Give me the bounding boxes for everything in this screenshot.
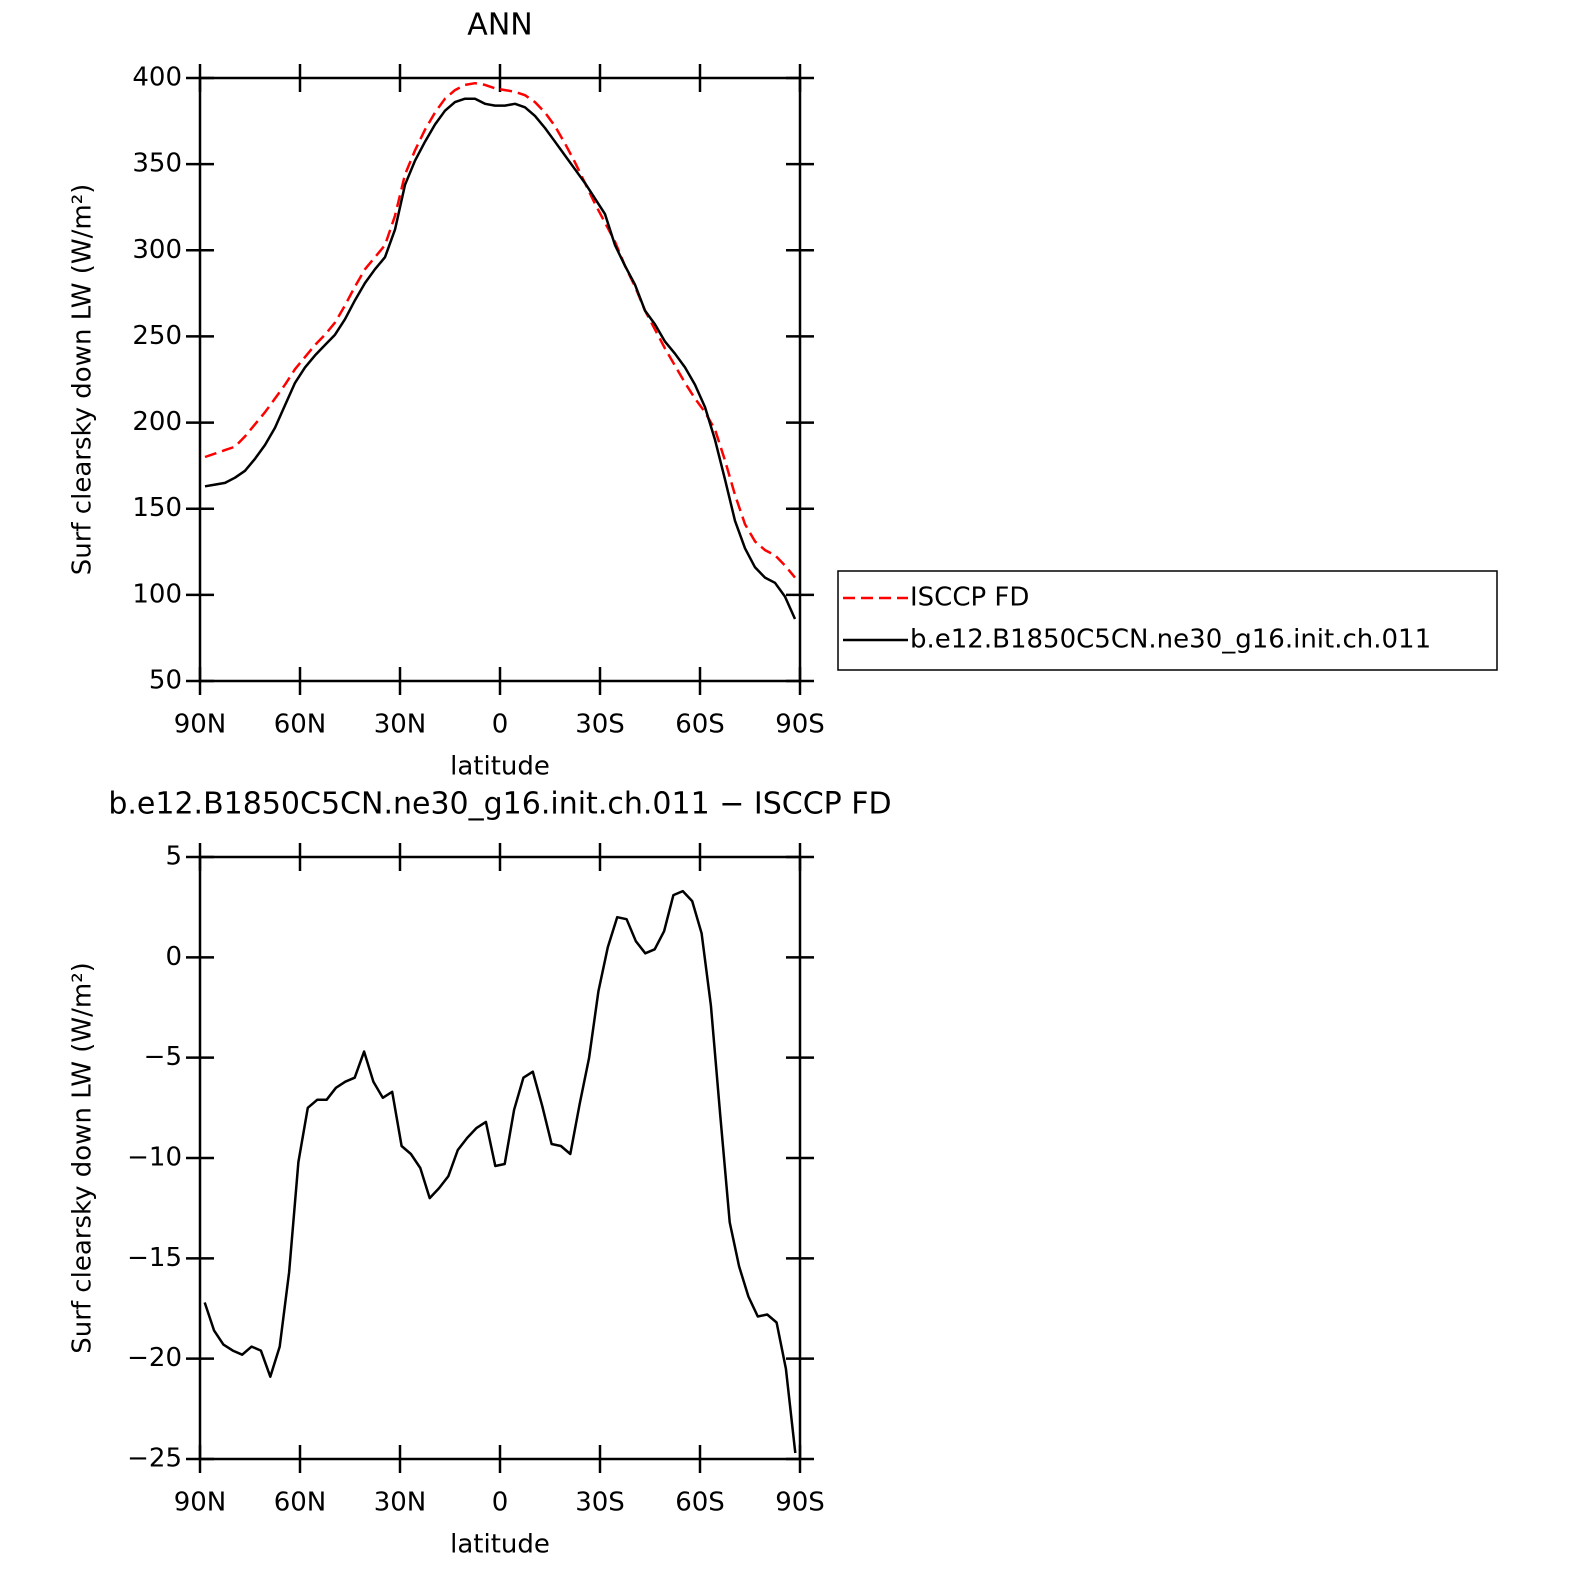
y-tick-label: −25 [127,1444,182,1474]
x-tick-label: 90S [775,710,825,740]
plot-frame [198,855,802,1461]
y-tick-label: 250 [132,321,182,351]
x-axis-label: latitude [450,752,550,782]
y-axis-label: Surf clearsky down LW (W/m²) [68,184,98,576]
x-tick-label: 30S [575,1488,625,1518]
y-tick-label: 50 [149,666,182,696]
x-tick-label: 30N [374,710,427,740]
y-axis-label: Surf clearsky down LW (W/m²) [68,962,98,1354]
plot-frame [198,76,802,683]
x-tick-label: 30N [374,1488,427,1518]
y-tick-label: 150 [132,493,182,523]
y-tick-label: −10 [127,1143,182,1173]
x-tick-label: 0 [492,710,509,740]
y-tick-label: 100 [132,579,182,609]
x-axis-label: latitude [450,1530,550,1560]
y-tick-label: 350 [132,149,182,179]
y-tick-label: 5 [165,842,182,872]
x-tick-label: 60S [675,1488,725,1518]
x-tick-label: 90S [775,1488,825,1518]
y-tick-label: −15 [127,1243,182,1273]
y-tick-label: −5 [144,1042,182,1072]
x-tick-label: 60N [274,1488,327,1518]
y-tick-label: 0 [165,942,182,972]
x-tick-label: 0 [492,1488,509,1518]
x-tick-label: 90N [174,1488,227,1518]
y-tick-label: −20 [127,1343,182,1373]
legend-label: b.e12.B1850C5CN.ne30_g16.init.ch.011 [910,625,1431,655]
data-line [203,889,797,1454]
x-tick-label: 90N [174,710,227,740]
data-line [204,81,796,579]
x-tick-label: 30S [575,710,625,740]
data-line [204,97,797,620]
x-tick-label: 60S [675,710,725,740]
y-tick-label: 400 [132,63,182,93]
chart-title: b.e12.B1850C5CN.ne30_g16.init.ch.011 − I… [108,787,891,822]
chart-title: ANN [467,8,532,43]
legend-box [837,570,1498,671]
legend-label: ISCCP FD [910,583,1029,613]
x-tick-label: 60N [274,710,327,740]
y-tick-label: 200 [132,407,182,437]
y-tick-label: 300 [132,235,182,265]
